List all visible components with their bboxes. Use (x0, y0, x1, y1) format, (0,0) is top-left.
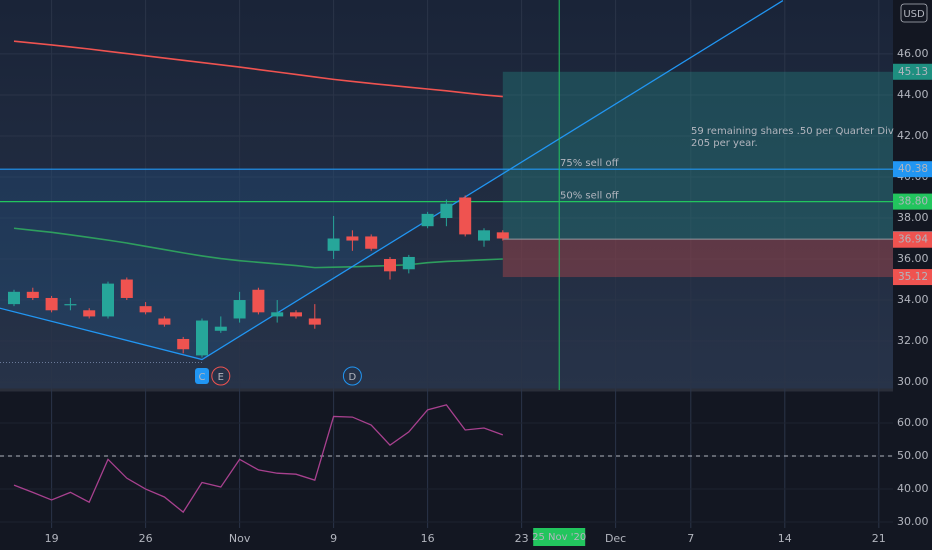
y-tick-label: 36.00 (897, 252, 929, 265)
target-zone (502, 71, 893, 240)
level-text: 75% sell off (560, 158, 620, 169)
event-marker (342, 366, 362, 386)
price-pane (0, 0, 893, 389)
level-tag (893, 193, 932, 210)
x-tick-label: 16 (421, 532, 435, 545)
x-tick-label: 26 (139, 532, 153, 545)
x-tick-label: Dec (605, 532, 626, 545)
level-tag-label: 38.80 (898, 196, 928, 208)
rsi-line (13, 404, 504, 514)
x-tick-label: 21 (872, 532, 886, 545)
time-axis (0, 528, 893, 550)
candle-body (177, 338, 190, 350)
currency-box (900, 3, 928, 23)
x-tick-label: Nov (229, 532, 251, 545)
last-price-tag (893, 231, 932, 248)
event-label: D (349, 372, 357, 383)
candle-body (402, 256, 415, 270)
x-tick-label: 19 (45, 532, 59, 545)
candle-body (196, 320, 208, 356)
candle-body (365, 236, 378, 249)
candle-body (64, 304, 77, 306)
x-tick-label: 9 (330, 532, 337, 545)
event-label: E (218, 372, 224, 383)
candle-body (421, 213, 434, 227)
x-tick-label: 7 (687, 532, 694, 545)
candle-body (478, 230, 490, 241)
rsi-pane (0, 392, 893, 528)
y-tick-label: 50.00 (897, 449, 929, 462)
event-marker (195, 368, 209, 384)
moving-average (13, 40, 503, 98)
candle-body (120, 279, 133, 298)
candle-body (308, 318, 321, 325)
candle-body (346, 236, 359, 241)
candle-body (496, 232, 509, 239)
moving-average (13, 227, 503, 269)
event-label: C (199, 372, 206, 383)
candle-body (45, 297, 58, 311)
candle-body (384, 259, 396, 272)
candle-body (158, 318, 171, 325)
candle-body (290, 312, 302, 317)
y-tick-label: 44.00 (897, 88, 929, 101)
y-tick-label: 38.00 (897, 211, 929, 224)
candle-body (233, 300, 246, 319)
event-marker (211, 366, 231, 386)
candle-body (83, 310, 96, 317)
level-tag-label: 40.38 (898, 163, 928, 175)
candle-body (271, 312, 284, 317)
x-tick-label: 23 (515, 532, 529, 545)
last-price-label: 36.94 (898, 234, 928, 246)
stop-label: 35.12 (898, 271, 928, 283)
y-tick-label: 42.00 (897, 129, 929, 142)
stop-zone (502, 239, 893, 278)
candle-body (252, 289, 265, 313)
y-tick-label: 60.00 (897, 416, 929, 429)
currency: USD (903, 9, 925, 20)
y-tick-label: 32.00 (897, 334, 929, 347)
candle-body (440, 203, 453, 218)
candle-body (26, 291, 39, 298)
target-tag (893, 63, 932, 80)
candle-body (214, 326, 227, 331)
candle-body (8, 291, 20, 305)
candle-body (459, 197, 472, 235)
candle-body (102, 283, 114, 317)
trendline (0, 0, 784, 361)
level-text: 50% sell off (560, 191, 620, 202)
stop-tag (893, 269, 932, 286)
annotation: 59 remaining shares .50 per Quarter Div (691, 126, 894, 137)
candle-body (139, 306, 152, 313)
crosshair-label: 25 Nov '20 (532, 532, 586, 543)
candle-body (327, 238, 340, 251)
y-tick-label: 40.00 (897, 482, 929, 495)
y-tick-label: 30.00 (897, 375, 929, 388)
level-tag (893, 161, 932, 178)
y-tick-label: 30.00 (897, 515, 929, 528)
channel-fill (0, 169, 511, 360)
crosshair-tag (533, 528, 586, 546)
x-tick-label: 14 (778, 532, 792, 545)
annotation: 205 per year. (691, 138, 758, 149)
y-tick-label: 34.00 (897, 293, 929, 306)
y-tick-label: 46.00 (897, 47, 929, 60)
target-label: 45.13 (898, 66, 928, 78)
